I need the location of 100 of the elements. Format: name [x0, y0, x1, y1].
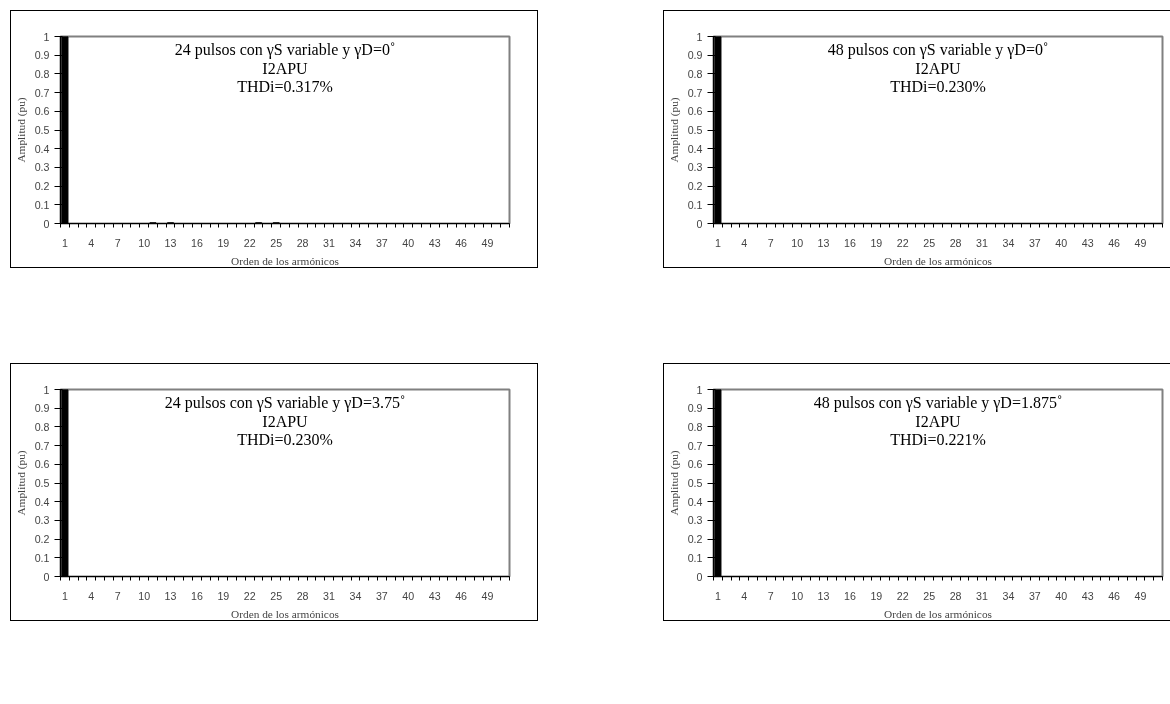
y-tick-label: 0	[696, 217, 703, 230]
x-tick-label: 31	[976, 236, 989, 249]
x-tick-label: 25	[270, 589, 283, 602]
y-tick-label: 0.3	[687, 161, 703, 174]
x-tick-label: 31	[323, 589, 336, 602]
x-tick-label: 16	[191, 589, 203, 602]
x-tick-label: 28	[949, 589, 962, 602]
y-tick-label: 0.6	[34, 105, 50, 118]
annotation: THDi=0.230%	[237, 431, 333, 449]
x-tick-label: 28	[296, 589, 309, 602]
y-tick-label: 0.1	[34, 551, 50, 564]
x-tick-label: 31	[323, 236, 336, 249]
x-tick-label: 34	[349, 236, 362, 249]
y-tick-label: 0	[43, 570, 50, 583]
x-tick-label: 43	[428, 236, 441, 249]
y-tick-label: 0.6	[34, 458, 50, 471]
x-axis-title: Orden de los armónicos	[884, 254, 992, 267]
x-tick-label: 40	[1055, 589, 1068, 602]
x-tick-label: 10	[791, 236, 804, 249]
y-tick-label: 0.4	[687, 495, 703, 508]
y-axis-title: Amplitud (pu)	[14, 450, 28, 516]
x-tick-label: 7	[114, 236, 121, 249]
y-tick-label: 0.9	[34, 49, 50, 62]
x-tick-label: 19	[217, 236, 230, 249]
x-tick-label: 4	[741, 589, 748, 602]
x-tick-label: 37	[1028, 589, 1041, 602]
x-tick-label: 13	[164, 236, 177, 249]
annotation: 48 pulsos con γS variable y γD=1.875˚	[813, 394, 1063, 413]
x-tick-label: 43	[1081, 236, 1094, 249]
x-tick-label: 4	[88, 589, 95, 602]
x-tick-label: 28	[296, 236, 309, 249]
x-tick-label: 31	[976, 589, 989, 602]
y-tick-label: 0.5	[687, 124, 703, 136]
x-tick-label: 46	[455, 236, 468, 249]
y-tick-label: 0.8	[34, 420, 50, 433]
x-tick-label: 40	[402, 236, 415, 249]
x-tick-label: 16	[191, 236, 203, 249]
y-tick-label: 0.2	[687, 533, 703, 546]
x-tick-label: 34	[349, 589, 362, 602]
y-tick-label: 0.2	[34, 180, 50, 193]
y-tick-label: 0	[43, 217, 50, 230]
y-axis-title: Amplitud (pu)	[667, 97, 681, 163]
x-tick-label: 37	[375, 589, 388, 602]
y-tick-label: 1	[696, 383, 703, 396]
annotation: I2APU	[915, 412, 962, 430]
x-tick-label: 37	[375, 236, 388, 249]
y-tick-label: 0.3	[34, 514, 50, 527]
y-tick-label: 1	[43, 383, 50, 396]
y-tick-label: 0.5	[687, 477, 703, 489]
y-tick-label: 0.3	[34, 161, 50, 174]
y-tick-label: 0.7	[34, 86, 50, 99]
x-tick-label: 49	[1134, 589, 1147, 602]
x-tick-label: 1	[714, 236, 721, 249]
x-tick-label: 43	[1081, 589, 1094, 602]
x-tick-label: 16	[844, 236, 856, 249]
x-tick-label: 4	[741, 236, 748, 249]
annotation: 24 pulsos con γS variable y γD=3.75˚	[164, 394, 406, 413]
x-tick-label: 7	[767, 589, 774, 602]
y-tick-label: 0.2	[34, 533, 50, 546]
x-tick-label: 46	[1108, 589, 1121, 602]
x-axis-title: Orden de los armónicos	[231, 254, 339, 267]
y-tick-label: 0.7	[687, 86, 703, 99]
x-tick-label: 1	[61, 236, 68, 249]
annotation: 24 pulsos con γS variable y γD=0˚	[174, 41, 396, 60]
annotation: I2APU	[915, 59, 962, 77]
y-tick-label: 0.1	[687, 551, 703, 564]
x-tick-label: 22	[896, 236, 909, 249]
y-axis-title: Amplitud (pu)	[14, 97, 28, 163]
x-tick-label: 19	[870, 589, 883, 602]
x-tick-label: 19	[870, 236, 883, 249]
x-tick-label: 1	[61, 589, 68, 602]
x-tick-label: 34	[1002, 589, 1015, 602]
x-tick-label: 49	[1134, 236, 1147, 249]
y-tick-label: 0.7	[687, 439, 703, 452]
y-tick-label: 0.9	[34, 402, 50, 415]
y-tick-label: 0.4	[34, 495, 50, 508]
annotation: THDi=0.230%	[890, 78, 986, 96]
y-tick-label: 0.4	[34, 142, 50, 155]
x-tick-label: 40	[1055, 236, 1068, 249]
y-tick-label: 0.8	[34, 67, 50, 80]
x-tick-label: 7	[767, 236, 774, 249]
x-tick-label: 25	[923, 589, 936, 602]
x-tick-label: 46	[455, 589, 468, 602]
x-axis-title: Orden de los armónicos	[231, 607, 339, 620]
y-tick-label: 0.5	[34, 477, 50, 489]
y-tick-label: 0.9	[687, 402, 703, 415]
y-tick-label: 0.6	[687, 105, 703, 118]
y-tick-label: 0.1	[34, 198, 50, 211]
x-tick-label: 4	[88, 236, 95, 249]
x-tick-label: 13	[817, 589, 830, 602]
y-tick-label: 0.8	[687, 67, 703, 80]
x-tick-label: 1	[714, 589, 721, 602]
x-tick-label: 13	[164, 589, 177, 602]
x-tick-label: 19	[217, 589, 230, 602]
x-tick-label: 40	[402, 589, 415, 602]
x-tick-label: 46	[1108, 236, 1121, 249]
y-tick-label: 0.7	[34, 439, 50, 452]
y-tick-label: 0.6	[687, 458, 703, 471]
y-tick-label: 0.3	[687, 514, 703, 527]
y-tick-label: 0	[696, 570, 703, 583]
